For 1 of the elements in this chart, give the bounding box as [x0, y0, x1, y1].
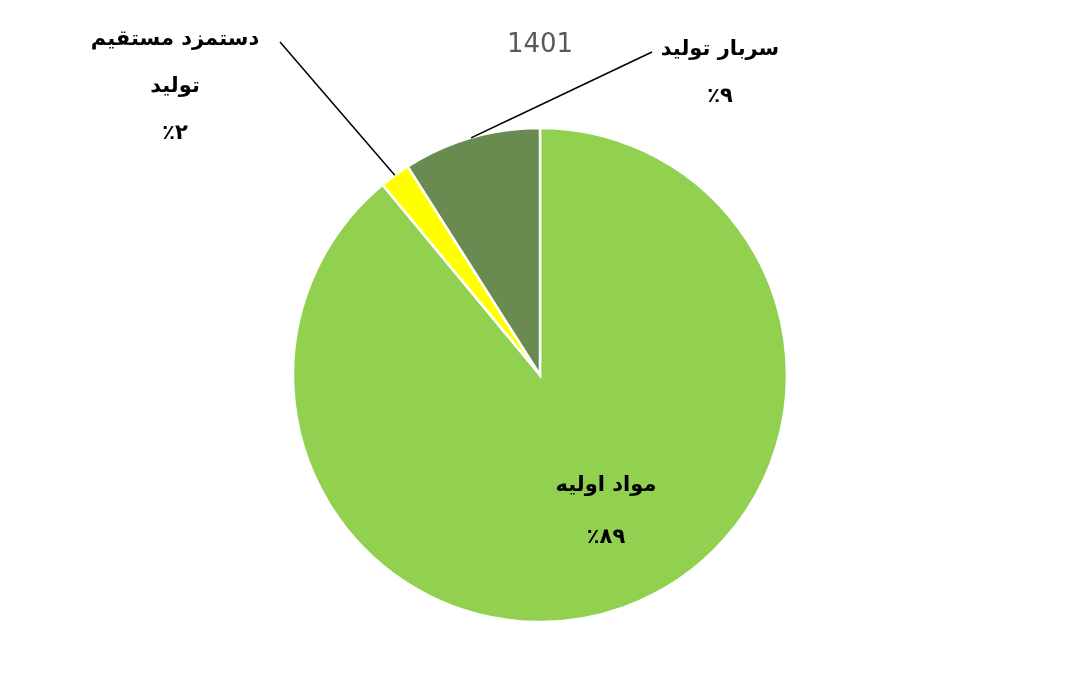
title: 1401 — [506, 28, 574, 58]
